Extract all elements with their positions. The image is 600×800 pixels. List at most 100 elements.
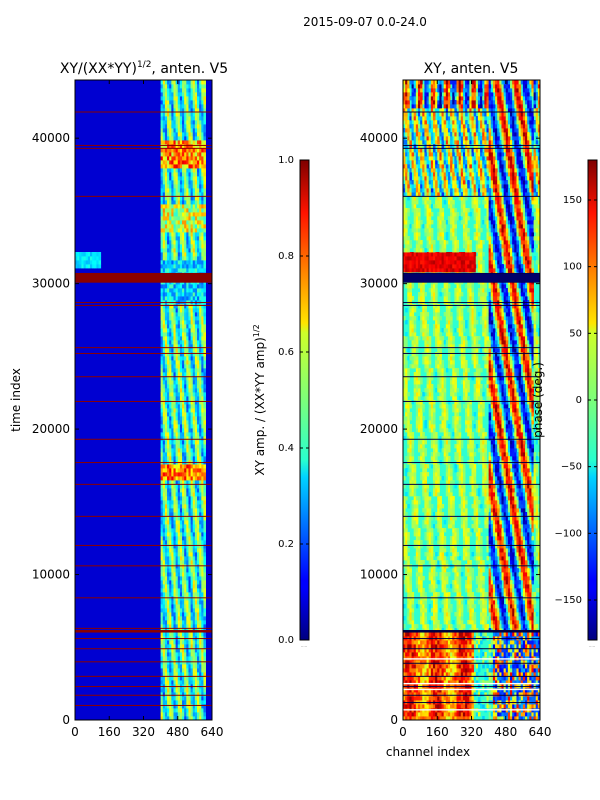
- amplitude-cell: [194, 708, 198, 713]
- amplitude-cell: [197, 556, 200, 561]
- amplitude-cell: [169, 104, 172, 109]
- phase-cell: [475, 656, 479, 661]
- amplitude-cell: [167, 124, 170, 129]
- amplitude-cell: [169, 256, 172, 261]
- amplitude-cell: [192, 324, 196, 329]
- phase-cell: [535, 624, 539, 629]
- phase-cell: [443, 664, 447, 669]
- phase-cell: [512, 672, 515, 677]
- amplitude-cell: [167, 392, 170, 397]
- amplitude-cell: [203, 400, 206, 405]
- amplitude-flag-line: [75, 704, 212, 706]
- phase-cell: [460, 640, 464, 645]
- amplitude-cell: [192, 376, 196, 381]
- amplitude-cell: [197, 256, 200, 261]
- amplitude-cell: [188, 348, 191, 353]
- amplitude-cell: [190, 604, 194, 609]
- amplitude-cell: [194, 536, 198, 541]
- amplitude-cell: [186, 116, 189, 121]
- phase-cell: [445, 704, 449, 709]
- amplitude-cell: [169, 604, 172, 609]
- amplitude-cell: [190, 436, 194, 441]
- phase-cell: [501, 624, 505, 629]
- phase-cell: [411, 676, 415, 681]
- amplitude-cell: [175, 452, 179, 457]
- phase-cell: [501, 664, 505, 669]
- amplitude-cell: [203, 688, 206, 693]
- amplitude-cell: [182, 540, 185, 545]
- phase-cell: [537, 712, 540, 717]
- amplitude-cell: [179, 152, 183, 157]
- amplitude-cell: [164, 108, 168, 113]
- phase-cell: [452, 620, 455, 625]
- amplitude-cell: [194, 88, 198, 93]
- amplitude-cell: [160, 328, 164, 333]
- phase-cell: [417, 668, 421, 673]
- amplitude-cell: [160, 484, 164, 489]
- amplitude-cell: [197, 328, 200, 333]
- amplitude-cell: [184, 348, 187, 353]
- amplitude-cell: [164, 404, 168, 409]
- phase-cell: [460, 716, 464, 720]
- amplitude-cell: [160, 164, 164, 169]
- amplitude-cell: [203, 664, 206, 669]
- amplitude-flag-band: [75, 273, 212, 283]
- amplitude-cell: [173, 144, 177, 149]
- amplitude-cell: [190, 500, 194, 505]
- amplitude-cell: [182, 532, 185, 537]
- amplitude-cell: [169, 716, 172, 720]
- amplitude-cell: [184, 124, 187, 129]
- amplitude-cell: [184, 608, 187, 613]
- amplitude-cell: [169, 168, 172, 173]
- phase-cell: [447, 704, 451, 709]
- amplitude-cell: [203, 116, 206, 121]
- amplitude-cell: [194, 80, 198, 85]
- amplitude-cell: [167, 212, 170, 217]
- amplitude-cell: [186, 456, 189, 461]
- phase-cell: [510, 664, 513, 669]
- amplitude-cell: [194, 180, 198, 185]
- phase-cell: [522, 640, 526, 645]
- amplitude-cell: [199, 436, 202, 441]
- amplitude-cell: [164, 652, 168, 657]
- amplitude-cell: [171, 716, 174, 720]
- amplitude-cell: [201, 612, 204, 617]
- phase-cell: [437, 716, 440, 720]
- phase-cell: [486, 704, 490, 709]
- phase-cell: [525, 688, 528, 693]
- amplitude-cell: [179, 516, 183, 521]
- phase-cell: [413, 656, 417, 661]
- phase-cell: [492, 688, 496, 693]
- phase-cell: [462, 688, 466, 693]
- phase-cell: [512, 668, 515, 673]
- amplitude-cell: [169, 712, 172, 717]
- phase-cell: [465, 660, 468, 665]
- phase-cell: [415, 660, 419, 665]
- amplitude-cell: [179, 616, 183, 621]
- amplitude-cell: [169, 656, 172, 661]
- amplitude-cell: [190, 700, 194, 705]
- phase-panel: XY, anten. V5 0 160 320 480 6400100002000030…: [360, 61, 552, 759]
- phase-cell: [497, 624, 500, 629]
- amplitude-cell: [199, 356, 202, 361]
- phase-cell: [467, 664, 470, 669]
- phase-cell: [426, 660, 430, 665]
- phase-cell: [424, 704, 427, 709]
- amplitude-cell: [179, 144, 183, 149]
- amplitude-cell: [188, 336, 191, 341]
- amplitude-cell: [164, 308, 168, 313]
- phase-cell: [484, 624, 487, 629]
- amplitude-cell: [167, 396, 170, 401]
- phase-cell: [415, 692, 419, 697]
- phase-cell: [525, 640, 528, 645]
- amplitude-cell: [177, 500, 181, 505]
- phase-cell: [458, 652, 462, 657]
- amplitude-cell: [194, 260, 198, 265]
- amplitude-cell: [184, 252, 187, 257]
- amplitude-cell: [197, 312, 200, 317]
- phase-cell: [535, 688, 539, 693]
- amplitude-cell: [203, 360, 206, 365]
- amplitude-cell: [184, 336, 187, 341]
- amplitude-cell: [192, 308, 196, 313]
- amplitude-cell: [201, 516, 204, 521]
